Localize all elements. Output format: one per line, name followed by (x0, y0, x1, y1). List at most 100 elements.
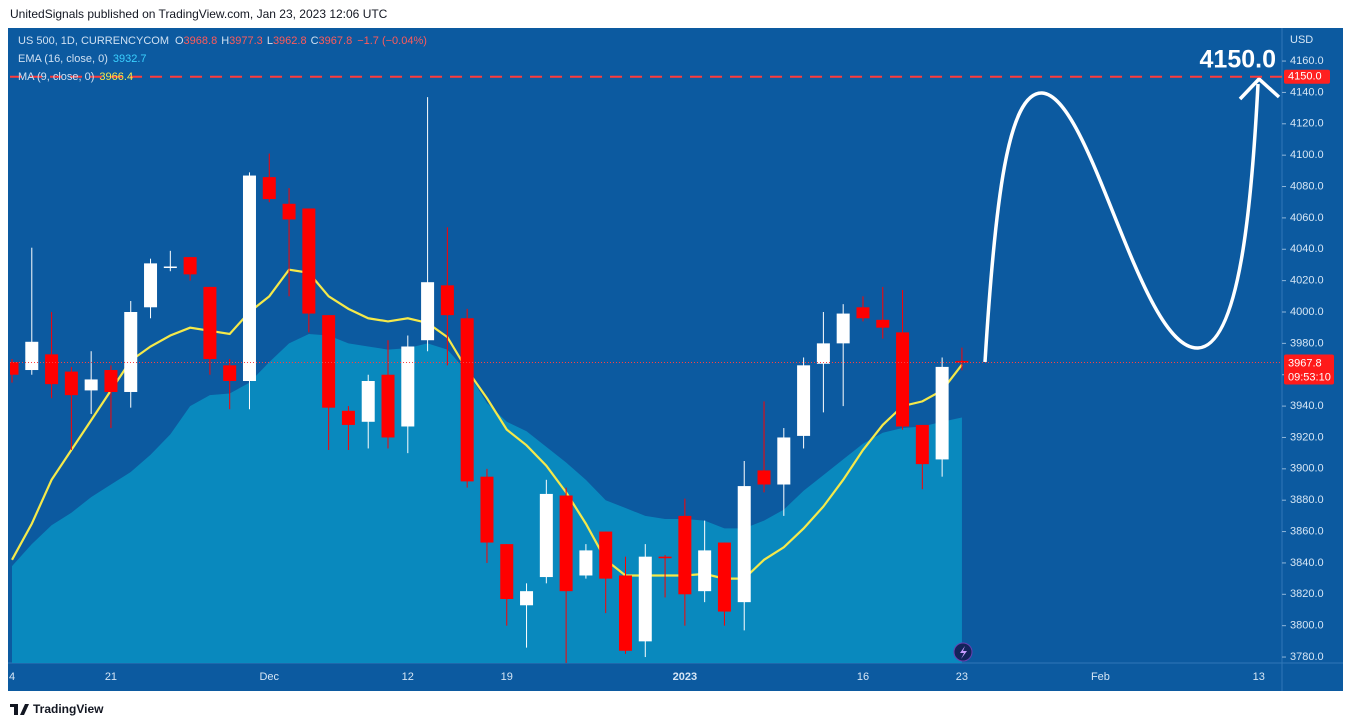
candle-body (183, 257, 197, 275)
candle-body (104, 370, 118, 392)
countdown-label: 09:53:10 (1288, 371, 1331, 383)
candle-body (539, 493, 553, 578)
y-tick-label: 3880.0 (1290, 494, 1324, 506)
candle-body (816, 343, 830, 364)
y-tick-label: 4160.0 (1290, 55, 1324, 67)
candle-body (322, 315, 336, 408)
candle-body (836, 313, 850, 344)
candle-body (45, 354, 59, 385)
forecast-arrowhead (1238, 76, 1281, 101)
x-tick-label: Feb (1091, 671, 1110, 683)
candle-body (797, 365, 811, 436)
footer-logo (10, 704, 29, 715)
y-tick-label: 3900.0 (1290, 463, 1324, 475)
candle-body (242, 175, 256, 382)
legend-key: C (311, 35, 319, 47)
candle-body (896, 332, 910, 427)
candle-body (440, 285, 454, 316)
legend-ema: EMA (16, close, 0) 3932.7 (18, 53, 147, 65)
x-tick-label: 16 (857, 671, 869, 683)
x-tick-label: 23 (956, 671, 968, 683)
candle-body (757, 470, 771, 485)
candle-body (460, 318, 474, 482)
legend-ma: MA (9, close, 0) 3966.4 (18, 71, 133, 83)
legend-change: −1.7 (−0.04%) (357, 35, 427, 47)
candle-body (658, 556, 672, 559)
candle-body (500, 544, 514, 600)
candle-body (302, 208, 316, 314)
legend-key: H (221, 35, 229, 47)
candle-body (618, 575, 632, 651)
y-tick-label: 3800.0 (1290, 620, 1324, 632)
candle-body (737, 486, 751, 603)
x-tick-label: 21 (105, 671, 117, 683)
legend-value: 3977.3 (229, 35, 263, 47)
candle-body (341, 410, 355, 425)
candle-body (876, 319, 890, 328)
candle-body (10, 362, 19, 375)
candle-body (421, 282, 435, 341)
footer-brand: TradingView (33, 702, 104, 716)
candle-body (520, 591, 534, 606)
candle-body (955, 360, 969, 363)
candle-body (856, 307, 870, 319)
candle-body (935, 366, 949, 460)
ma-line (11, 268, 963, 580)
legend-ema-value: 3932.7 (113, 53, 147, 65)
candle-body (262, 177, 276, 200)
publish-header: UnitedSignals published on TradingView.c… (10, 7, 388, 21)
candle-body (223, 365, 237, 382)
candle-body (480, 476, 494, 543)
target-annotation: 4150.0 (1200, 46, 1276, 74)
candle-body (777, 437, 791, 485)
legend-ma-value: 3966.4 (99, 71, 133, 83)
last-price-box (1284, 354, 1334, 385)
candle-body (599, 531, 613, 579)
candle-body (203, 286, 217, 360)
candle-body (717, 542, 731, 612)
y-tick-label: 4100.0 (1290, 149, 1324, 161)
y-tick-label: 3840.0 (1290, 557, 1324, 569)
y-tick-label: 4140.0 (1290, 86, 1324, 98)
y-tick-label: 4020.0 (1290, 275, 1324, 287)
candle-body (698, 550, 712, 592)
plot (10, 97, 969, 663)
candle-body (559, 495, 573, 592)
target-price-box (1284, 69, 1330, 84)
candle-body (64, 371, 78, 396)
legend-symbol: US 500, 1D, CURRENCYCOM (18, 35, 169, 47)
candle-body (282, 203, 296, 220)
candle-body (579, 550, 593, 576)
forecast-curve (983, 83, 1260, 363)
y-tick-label: 3920.0 (1290, 431, 1324, 443)
x-tick-label: 4 (9, 671, 15, 683)
y-unit: USD (1290, 34, 1313, 46)
last-price-label: 3967.8 (1288, 357, 1322, 369)
y-tick-label: 3980.0 (1290, 337, 1324, 349)
candle-body (401, 346, 415, 427)
legend-value: 3967.8 (319, 35, 353, 47)
legend-line: US 500, 1D, CURRENCYCOM O3968.8 H3977.3 L39… (18, 35, 427, 47)
x-tick-label: 13 (1253, 671, 1265, 683)
candle-body (678, 515, 692, 595)
candle-body (25, 341, 39, 371)
y-tick-label: 4120.0 (1290, 118, 1324, 130)
legend-key: O (175, 35, 184, 47)
y-tick-label: 4060.0 (1290, 212, 1324, 224)
candle-body (144, 263, 158, 308)
y-tick-label: 3860.0 (1290, 525, 1324, 537)
x-tick-label: Dec (259, 671, 279, 683)
y-tick-label: 4040.0 (1290, 243, 1324, 255)
y-tick-label: 3780.0 (1290, 651, 1324, 663)
y-tick-label: 3820.0 (1290, 588, 1324, 600)
x-tick-label: 19 (501, 671, 513, 683)
y-tick-label: 3940.0 (1290, 400, 1324, 412)
legend-value: 3962.8 (273, 35, 307, 47)
candle-body (638, 556, 652, 642)
x-tick-label: 2023 (673, 671, 697, 683)
target-price-label: 4150.0 (1288, 71, 1322, 83)
event-icon-bolt (960, 646, 967, 659)
legend-key: L (267, 35, 273, 47)
y-tick-label: 4080.0 (1290, 180, 1324, 192)
